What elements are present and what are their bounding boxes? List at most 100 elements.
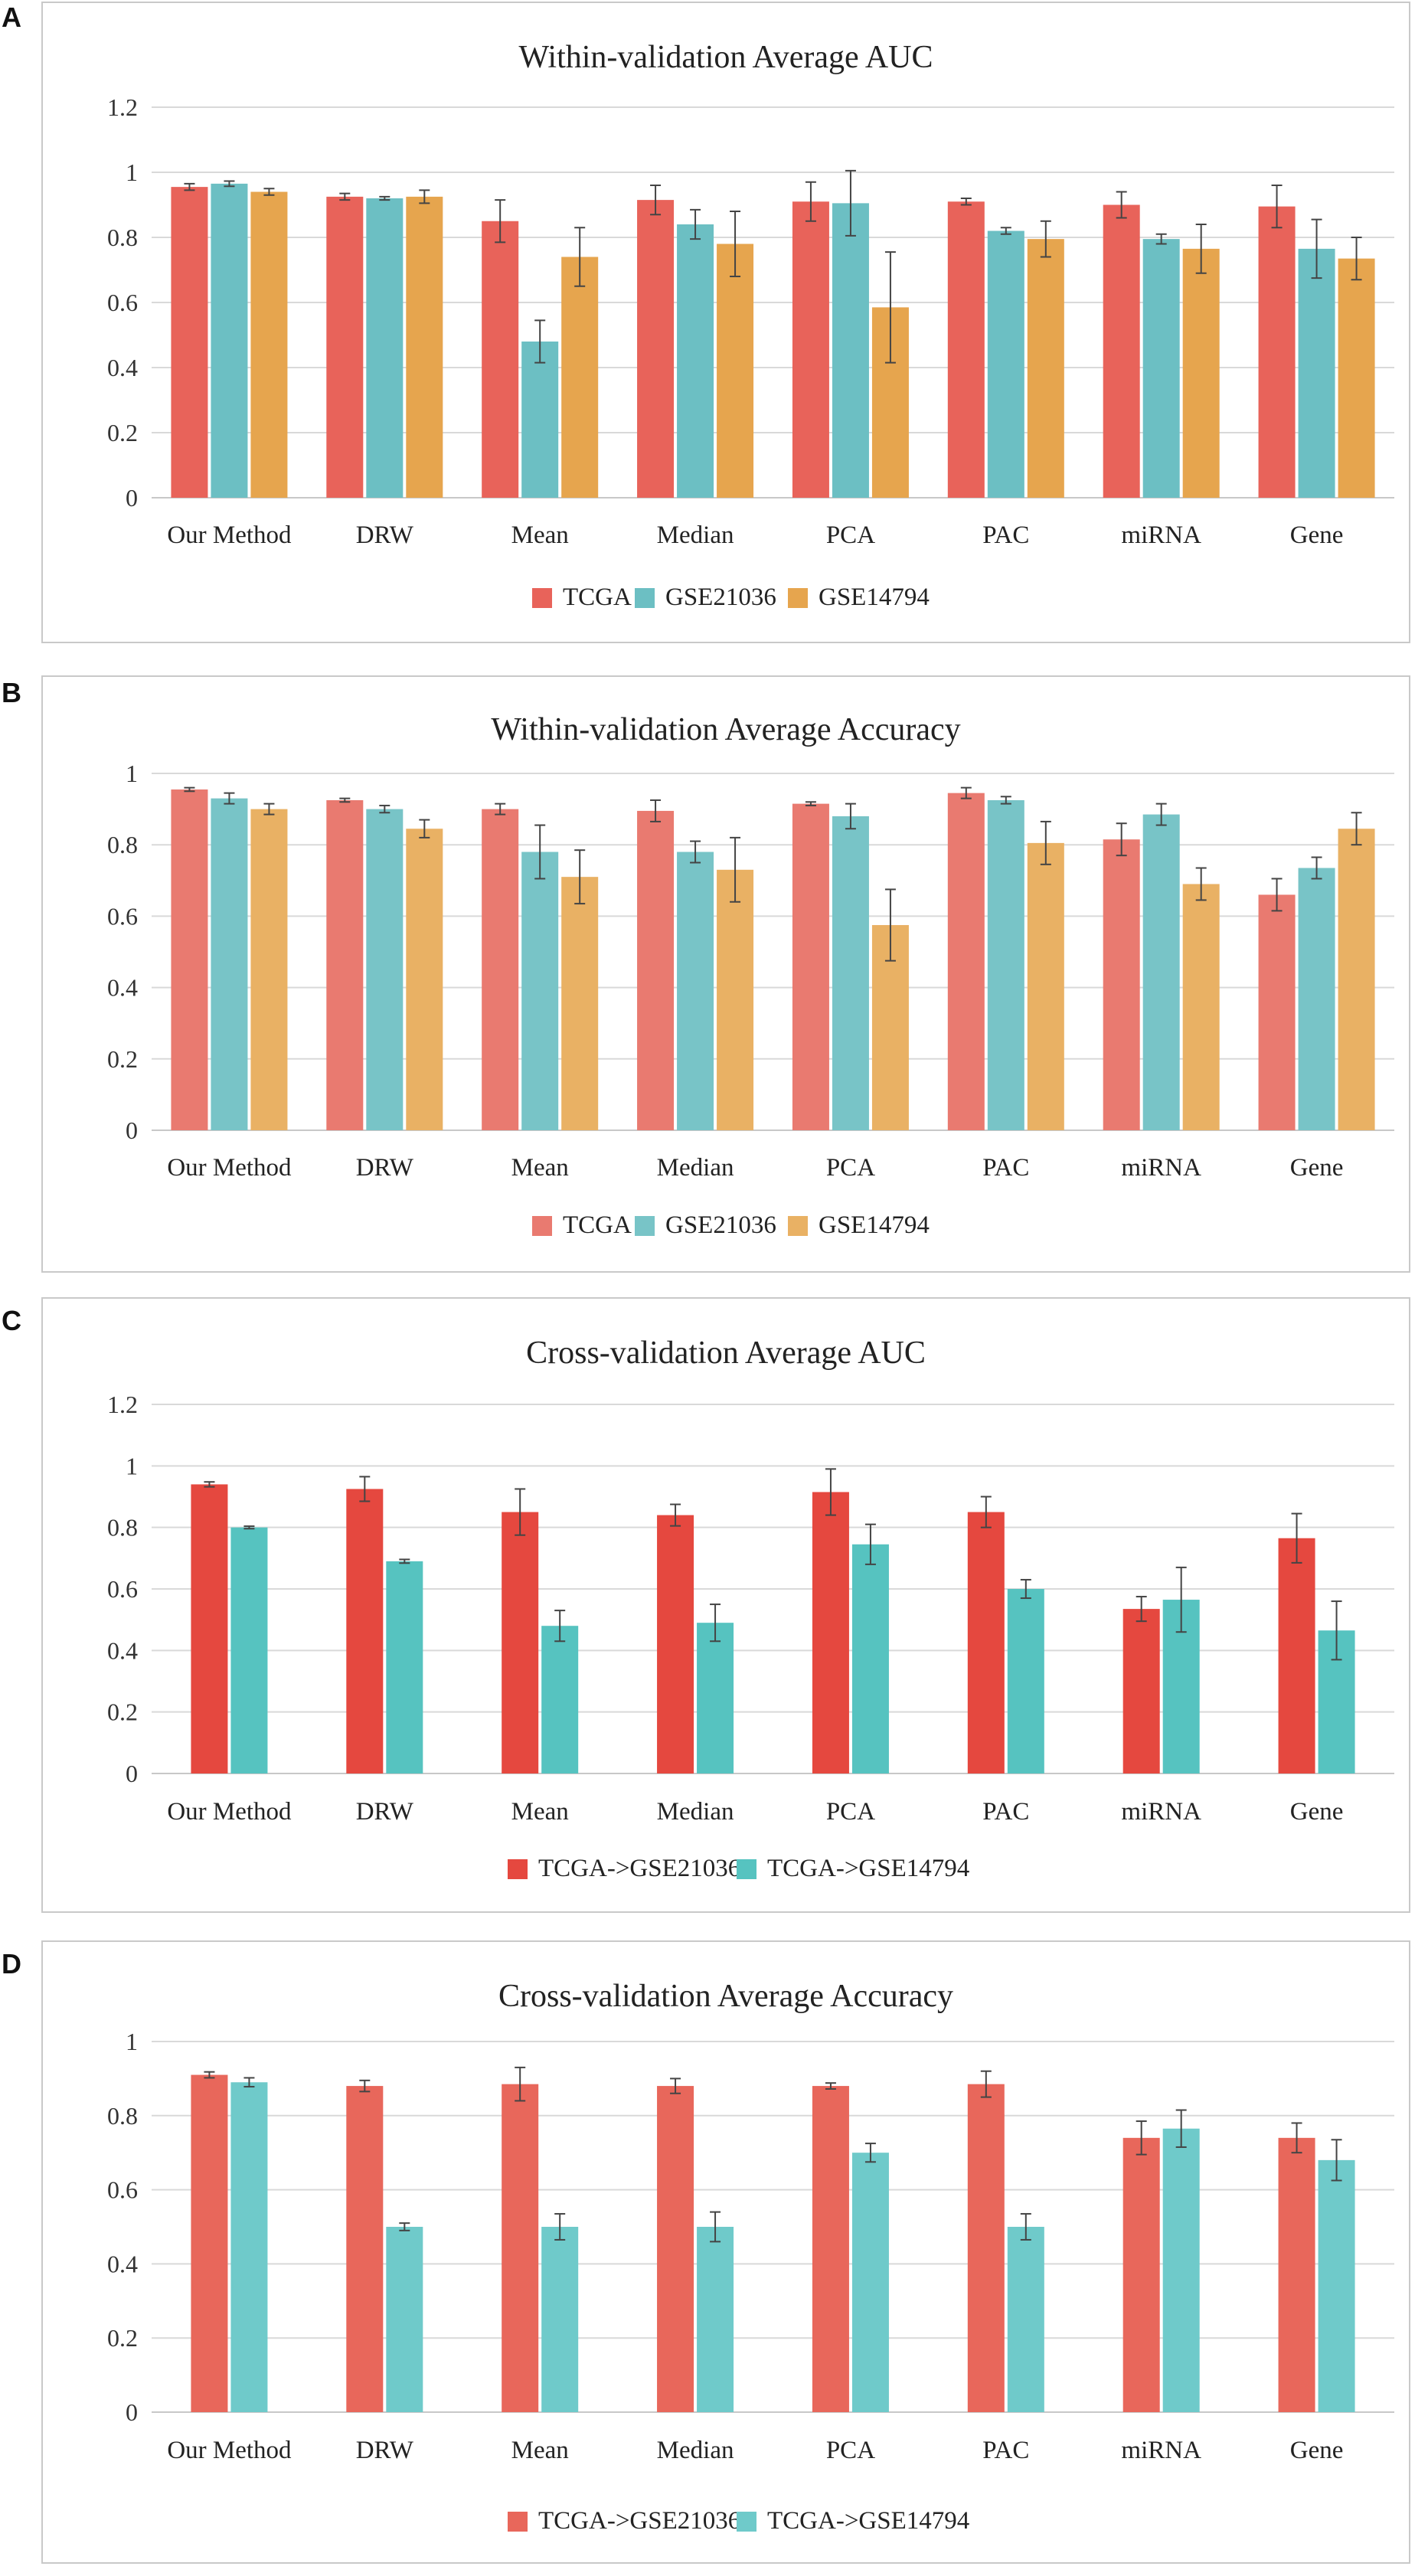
chart-a-legend-swatch — [788, 588, 808, 608]
chart-b-category-label: DRW — [356, 1154, 414, 1182]
chart-a-ytick-label: 0 — [126, 484, 138, 512]
chart-a-category-label: Median — [657, 521, 734, 549]
chart-d-category-label: miRNA — [1121, 2437, 1201, 2464]
chart-d-bar-tcga-gse21036 — [967, 2084, 1005, 2412]
chart-c-bar-tcga-gse14794 — [541, 1626, 579, 1773]
chart-c-category-label: PAC — [982, 1798, 1029, 1826]
chart-c-legend-label: TCGA->GSE21036 — [538, 1855, 740, 1882]
chart-b-bar-tcga — [482, 809, 519, 1130]
chart-b-bar-gse14794 — [406, 829, 443, 1130]
chart-c-title: Cross-validation Average AUC — [526, 1335, 926, 1371]
chart-c-bar-tcga-gse21036 — [1122, 1609, 1160, 1773]
chart-c-ytick-label: 0.8 — [107, 1514, 138, 1541]
chart-a-bar-gse21036 — [832, 203, 869, 498]
chart-b-legend-swatch — [635, 1216, 655, 1236]
chart-a-category-label: PCA — [826, 521, 875, 549]
chart-a-ytick-label: 0.8 — [107, 224, 138, 251]
chart-d-ytick-label: 0.6 — [107, 2176, 138, 2204]
chart-d-bar-tcga-gse14794 — [541, 2227, 579, 2412]
panel-a-frame: Within-validation Average AUC 0 0.2 0.4 0.6 0… — [41, 2, 1410, 643]
chart-a-bar-tcga — [947, 201, 985, 498]
chart-a-bar-gse21036 — [366, 198, 404, 498]
chart-b-category-label: Mean — [511, 1154, 569, 1182]
chart-a-bar-gse14794 — [1182, 248, 1220, 498]
chart-a-bar-gse21036 — [987, 230, 1024, 498]
chart-a-bar-tcga — [482, 221, 519, 498]
chart-d-bar-tcga-gse14794 — [697, 2227, 734, 2412]
chart-b-bar-gse21036 — [677, 852, 714, 1130]
chart-d-legend-label: TCGA->GSE21036 — [538, 2507, 740, 2535]
chart-b-ytick-label: 0.4 — [107, 974, 138, 1002]
chart-d-category-label: DRW — [356, 2437, 414, 2464]
chart-a-bar-gse21036 — [1298, 248, 1335, 498]
panel-letter-d: D — [2, 1948, 21, 1979]
panel-letter-c: C — [2, 1305, 21, 1336]
chart-b: Within-validation Average Accuracy 0 0.2 0.… — [107, 712, 1394, 1239]
chart-c-bar-tcga-gse14794 — [386, 1561, 423, 1773]
chart-c-legend-swatch — [508, 1859, 528, 1879]
chart-c-bar-tcga-gse21036 — [346, 1489, 384, 1773]
chart-b-bar-gse14794 — [1027, 842, 1064, 1130]
chart-d-ytick-label: 0.2 — [107, 2324, 138, 2352]
chart-c-bar-tcga-gse14794 — [230, 1527, 268, 1773]
chart-c-bar-tcga-gse21036 — [502, 1512, 539, 1773]
chart-c-ytick-label: 0.6 — [107, 1575, 138, 1603]
chart-b-bar-gse21036 — [1142, 814, 1180, 1130]
chart-b-bar-gse21036 — [211, 798, 248, 1130]
chart-b-bar-gse21036 — [832, 816, 869, 1130]
chart-a-bar-gse21036 — [1142, 239, 1180, 498]
chart-c-category-label: Mean — [511, 1798, 569, 1826]
chart-d: Cross-validation Average Accuracy 0 0.2 0.4… — [107, 1979, 1394, 2535]
chart-a-bar-tcga — [792, 201, 829, 498]
chart-c-category-label: Median — [657, 1798, 734, 1826]
chart-b-bar-tcga — [792, 803, 829, 1130]
chart-a-bar-tcga — [1258, 206, 1296, 498]
chart-b-bar-tcga — [1258, 894, 1296, 1130]
chart-b-legend-label: GSE14794 — [819, 1211, 930, 1239]
chart-b-bar-gse14794 — [717, 869, 754, 1130]
panel-b-frame: Within-validation Average Accuracy 0 0.2 0.… — [41, 675, 1410, 1273]
chart-a-category-label: Mean — [511, 521, 569, 549]
chart-a-legend-swatch — [635, 588, 655, 608]
chart-c-legend-swatch — [737, 1859, 756, 1879]
chart-c-ytick-label: 0.4 — [107, 1636, 138, 1664]
panel-letter-b: B — [2, 677, 21, 708]
chart-b-bar-gse14794 — [561, 877, 599, 1130]
chart-d-bar-tcga-gse14794 — [1318, 2159, 1355, 2412]
chart-c-bar-tcga-gse21036 — [1278, 1538, 1315, 1773]
chart-c-ytick-label: 1 — [126, 1452, 138, 1479]
chart-b-bar-tcga — [637, 810, 675, 1130]
chart-d-bar-tcga-gse14794 — [1007, 2227, 1044, 2412]
chart-d-legend-label: TCGA->GSE14794 — [767, 2507, 969, 2535]
chart-b-legend-swatch — [532, 1216, 552, 1236]
chart-a-legend-label: GSE21036 — [665, 584, 776, 611]
chart-d-bar-tcga-gse21036 — [346, 2086, 384, 2412]
chart-c-category-label: DRW — [356, 1798, 414, 1826]
chart-a-ytick-label: 0.4 — [107, 354, 138, 381]
chart-a-bar-gse14794 — [406, 196, 443, 498]
chart-d-bar-tcga-gse21036 — [1122, 2137, 1160, 2412]
chart-c-bar-tcga-gse21036 — [967, 1512, 1005, 1773]
chart-b-legend-label: GSE21036 — [665, 1211, 776, 1239]
chart-d-bar-tcga-gse14794 — [851, 2153, 889, 2412]
chart-b-bar-gse21036 — [1298, 868, 1335, 1130]
chart-d-ytick-label: 0 — [126, 2398, 138, 2426]
chart-a-bar-gse21036 — [677, 224, 714, 498]
chart-a-bar-gse14794 — [1027, 239, 1064, 498]
chart-d-ytick-label: 0.8 — [107, 2102, 138, 2130]
chart-a-category-label: miRNA — [1121, 521, 1201, 549]
chart-d-ytick-label: 0.4 — [107, 2250, 138, 2277]
chart-b-bar-gse21036 — [521, 852, 559, 1130]
chart-c-bar-tcga-gse21036 — [191, 1484, 228, 1773]
chart-a-category-label: Our Method — [167, 521, 292, 549]
chart-a-legend-label: TCGA — [563, 584, 632, 611]
chart-b-legend-label: TCGA — [563, 1211, 632, 1239]
chart-c-ytick-label: 0.2 — [107, 1698, 138, 1726]
chart-d-category-label: PCA — [826, 2437, 875, 2464]
chart-b-legend-swatch — [788, 1216, 808, 1236]
chart-c-ytick-label: 1.2 — [107, 1391, 138, 1418]
chart-b-bar-tcga — [947, 793, 985, 1130]
chart-d-category-label: Median — [657, 2437, 734, 2464]
chart-c-category-label: miRNA — [1121, 1798, 1201, 1826]
chart-b-bar-tcga — [171, 789, 208, 1130]
